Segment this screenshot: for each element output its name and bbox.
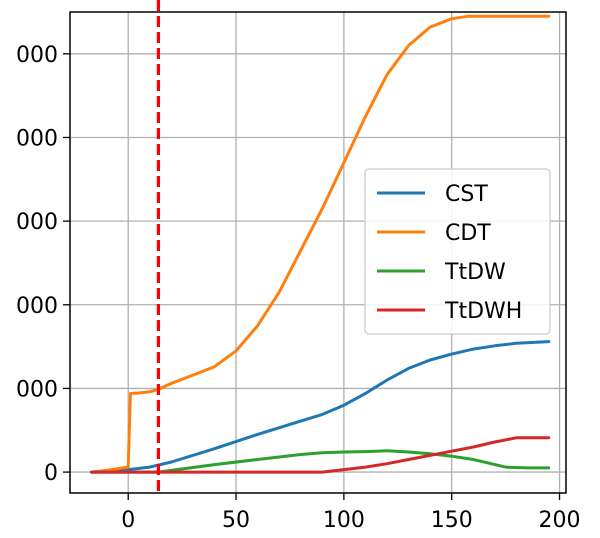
x-tick-label: 100	[323, 508, 365, 533]
y-tick-label: 000	[16, 126, 58, 151]
x-tick-label: 150	[431, 508, 473, 533]
series-line-cst	[90, 340, 551, 474]
plot-frame	[69, 11, 567, 494]
series-line-cdt	[90, 14, 551, 474]
y-tick-label: 0	[44, 461, 58, 486]
x-tick-label: 200	[539, 508, 581, 533]
legend-box	[364, 168, 551, 335]
series-lines	[90, 14, 551, 474]
legend-label-ttdw: TtDW	[444, 260, 506, 285]
legend-label-cst: CST	[445, 182, 488, 207]
y-tick-label: 000	[16, 377, 58, 402]
y-tick-label: 000	[16, 294, 58, 319]
legend-label-ttdwh: TtDWH	[444, 299, 522, 324]
x-tick-label: 50	[222, 508, 250, 533]
x-tick-label: 0	[121, 508, 135, 533]
legend: CST CDT TtDW TtDWH	[364, 168, 551, 335]
y-tick-label: 000	[16, 43, 58, 68]
series-line-ttdw	[90, 449, 551, 474]
legend-label-cdt: CDT	[445, 221, 491, 246]
y-tick-label: 000	[16, 210, 58, 235]
series-line-ttdwh	[90, 436, 551, 474]
